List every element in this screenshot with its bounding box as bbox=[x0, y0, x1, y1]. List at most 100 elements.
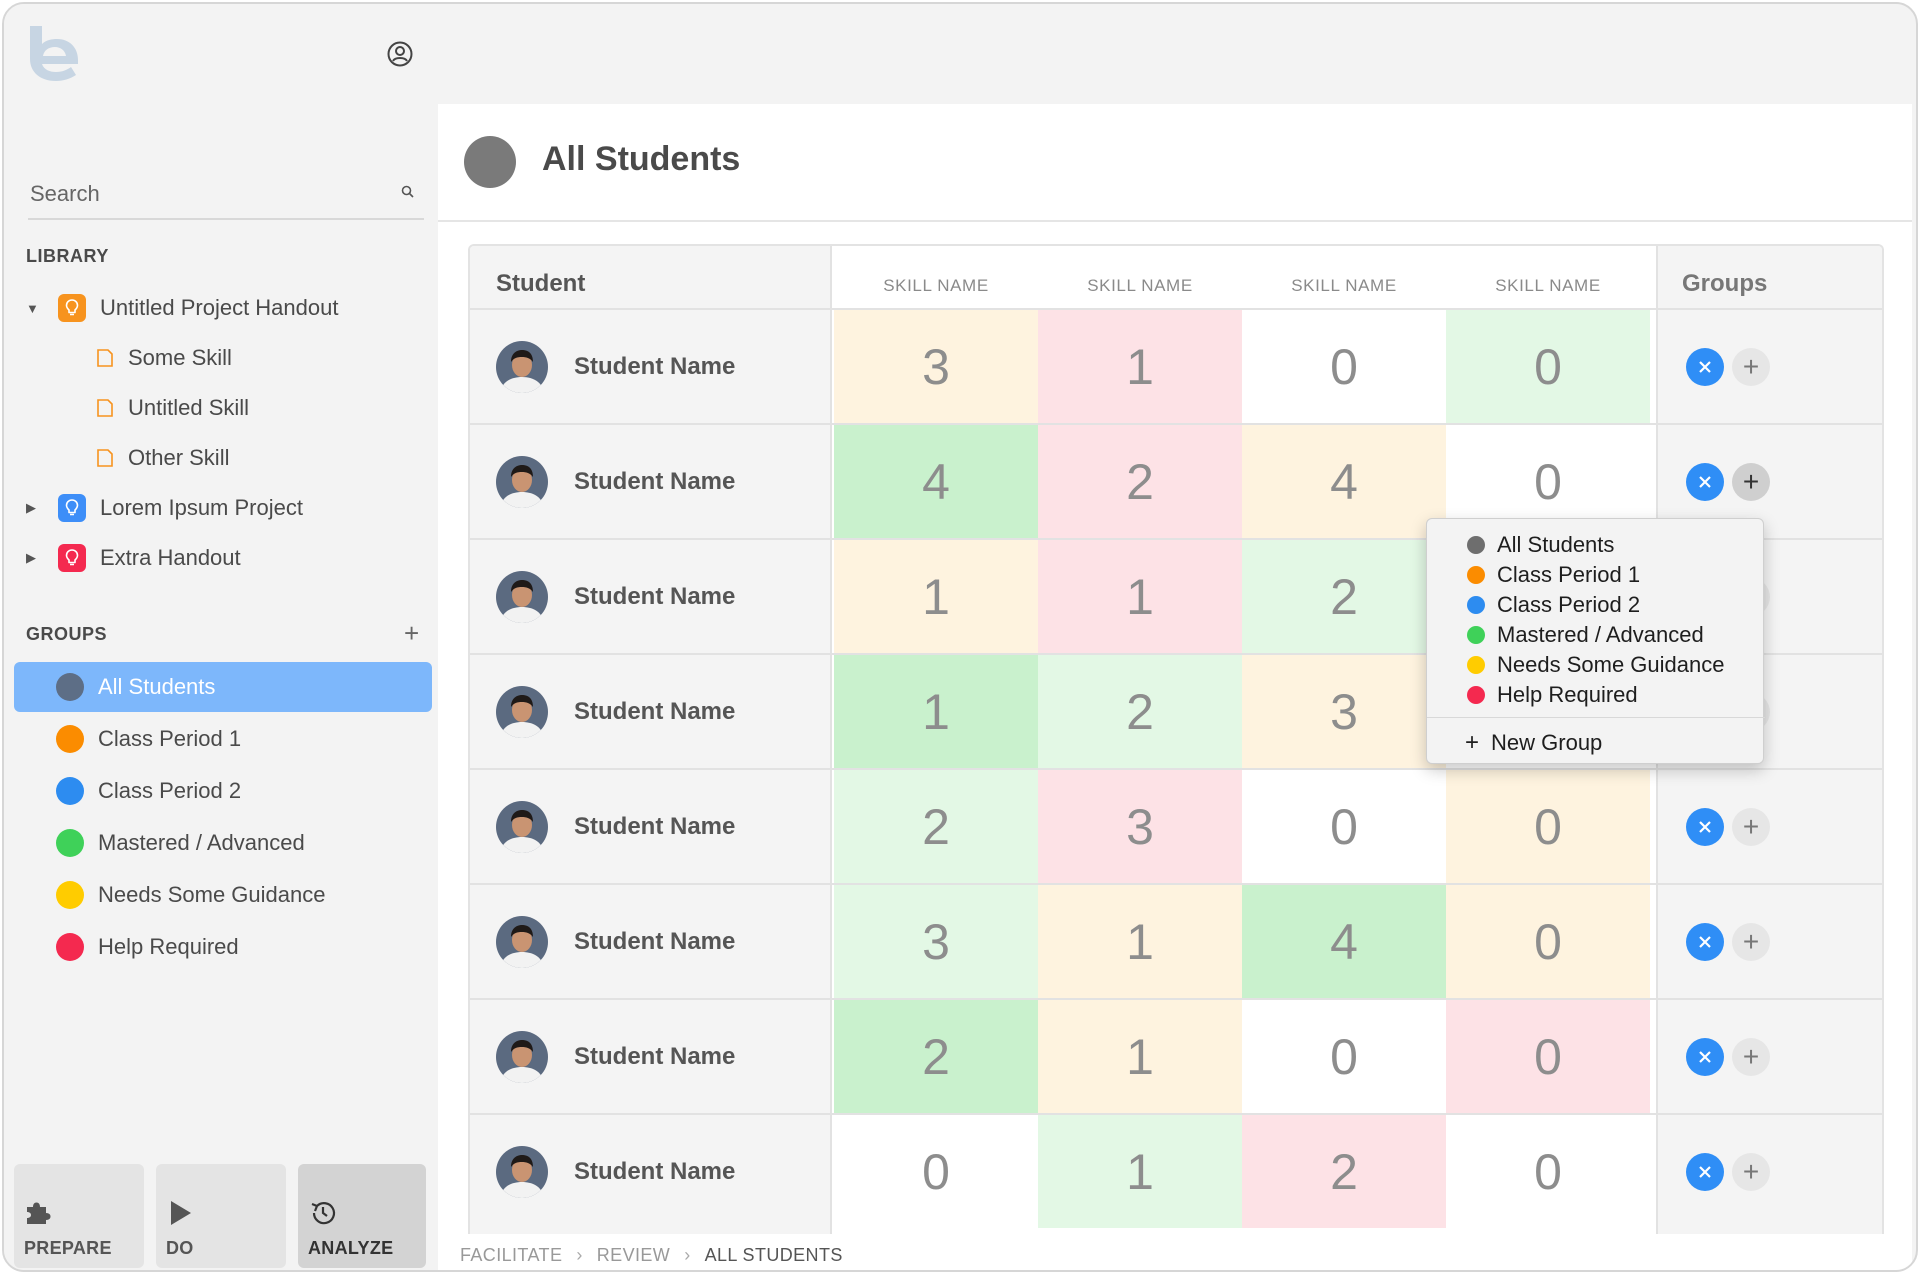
add-to-group-button[interactable]: + bbox=[1732, 1037, 1770, 1076]
skill-column-header[interactable]: SKILL NAME bbox=[1087, 276, 1193, 295]
score-cell[interactable]: 1 bbox=[1038, 310, 1242, 423]
row-divider bbox=[470, 653, 1882, 655]
table-row-student[interactable]: Student Name bbox=[496, 310, 735, 423]
skill-column-header[interactable]: SKILL NAME bbox=[883, 276, 989, 295]
score-cell[interactable]: 3 bbox=[834, 885, 1038, 998]
group-color-dot bbox=[1467, 656, 1485, 674]
row-divider bbox=[470, 1113, 1882, 1115]
score-cell[interactable]: 3 bbox=[1242, 655, 1446, 768]
score-cell[interactable]: 2 bbox=[1038, 655, 1242, 768]
document-icon bbox=[97, 449, 113, 467]
score-cell[interactable]: 3 bbox=[834, 310, 1038, 423]
table-row-student[interactable]: Student Name bbox=[496, 425, 735, 538]
remove-from-group-button[interactable] bbox=[1686, 807, 1724, 846]
student-column-header[interactable]: Student bbox=[496, 270, 586, 297]
add-to-group-button[interactable]: + bbox=[1732, 462, 1770, 501]
score-cell[interactable]: 0 bbox=[1242, 1000, 1446, 1113]
add-to-group-button[interactable]: + bbox=[1732, 922, 1770, 961]
score-cell[interactable]: 2 bbox=[1242, 540, 1446, 653]
score-cell[interactable]: 2 bbox=[834, 770, 1038, 883]
score-cell[interactable]: 0 bbox=[1242, 770, 1446, 883]
score-cell[interactable]: 4 bbox=[1242, 885, 1446, 998]
tab-prepare[interactable]: PREPARE bbox=[14, 1164, 144, 1268]
skill-item[interactable]: Other Skill bbox=[96, 440, 229, 476]
score-cell[interactable]: 1 bbox=[1038, 540, 1242, 653]
library-item-label: Untitled Project Handout bbox=[100, 295, 339, 320]
score-cell[interactable]: 0 bbox=[1446, 770, 1650, 883]
skill-item[interactable]: Untitled Skill bbox=[96, 390, 249, 426]
add-to-group-button[interactable]: + bbox=[1732, 1152, 1770, 1191]
group-buttons: + bbox=[1686, 1115, 1770, 1228]
library-item-project-1[interactable]: ▼ Untitled Project Handout bbox=[26, 290, 338, 326]
score-cell[interactable]: 2 bbox=[1242, 1115, 1446, 1228]
score-cell[interactable]: 0 bbox=[1446, 310, 1650, 423]
tab-do[interactable]: DO bbox=[156, 1164, 286, 1268]
score-cell[interactable]: 0 bbox=[1242, 310, 1446, 423]
score-cell[interactable]: 1 bbox=[1038, 1000, 1242, 1113]
table-row-student[interactable]: Student Name bbox=[496, 770, 735, 883]
menu-item-class-period-1[interactable]: Class Period 1 bbox=[1467, 561, 1640, 589]
remove-from-group-button[interactable] bbox=[1686, 462, 1724, 501]
group-item-all-students[interactable]: All Students bbox=[14, 662, 432, 712]
group-item-mastered-advanced[interactable]: Mastered / Advanced bbox=[14, 818, 432, 868]
breadcrumb-item-review[interactable]: REVIEW bbox=[596, 1244, 671, 1265]
row-divider bbox=[470, 768, 1882, 770]
menu-item-mastered-advanced[interactable]: Mastered / Advanced bbox=[1467, 621, 1704, 649]
group-item-class-period-1[interactable]: Class Period 1 bbox=[14, 714, 432, 764]
skill-column-header[interactable]: SKILL NAME bbox=[1291, 276, 1397, 295]
menu-item-all-students[interactable]: All Students bbox=[1467, 531, 1614, 559]
group-item-class-period-2[interactable]: Class Period 2 bbox=[14, 766, 432, 816]
score-cell[interactable]: 3 bbox=[1038, 770, 1242, 883]
menu-item-class-period-2[interactable]: Class Period 2 bbox=[1467, 591, 1640, 619]
table-row-student[interactable]: Student Name bbox=[496, 1000, 735, 1113]
skill-column-header[interactable]: SKILL NAME bbox=[1495, 276, 1601, 295]
remove-from-group-button[interactable] bbox=[1686, 1152, 1724, 1191]
skill-label: Untitled Skill bbox=[128, 395, 250, 420]
collapsed-triangle-icon[interactable]: ▶ bbox=[26, 550, 36, 565]
score-cell[interactable]: 1 bbox=[834, 655, 1038, 768]
menu-item-label: All Students bbox=[1497, 532, 1615, 557]
collapsed-triangle-icon[interactable]: ▶ bbox=[26, 500, 36, 515]
score-cell[interactable]: 1 bbox=[1038, 1115, 1242, 1228]
add-to-group-button[interactable]: + bbox=[1732, 807, 1770, 846]
menu-item-help-required[interactable]: Help Required bbox=[1467, 681, 1638, 709]
score-cell[interactable]: 2 bbox=[834, 1000, 1038, 1113]
library-item-project-3[interactable]: ▶ Extra Handout bbox=[26, 540, 241, 576]
group-item-help-required[interactable]: Help Required bbox=[14, 922, 432, 972]
breadcrumb-item-facilitate[interactable]: FACILITATE bbox=[460, 1244, 563, 1265]
group-item-needs-guidance[interactable]: Needs Some Guidance bbox=[14, 870, 432, 920]
library-item-project-2[interactable]: ▶ Lorem Ipsum Project bbox=[26, 490, 303, 526]
group-buttons: + bbox=[1686, 1000, 1770, 1113]
score-cell[interactable]: 4 bbox=[1242, 425, 1446, 538]
search-input[interactable] bbox=[28, 174, 368, 214]
score-cell[interactable]: 4 bbox=[834, 425, 1038, 538]
skill-item[interactable]: Some Skill bbox=[96, 340, 232, 376]
score-cell[interactable]: 1 bbox=[1038, 885, 1242, 998]
close-icon bbox=[1699, 935, 1711, 948]
search-icon[interactable] bbox=[400, 184, 416, 200]
remove-from-group-button[interactable] bbox=[1686, 1037, 1724, 1076]
table-row-student[interactable]: Student Name bbox=[496, 1115, 735, 1228]
table-row-student[interactable]: Student Name bbox=[496, 540, 735, 653]
remove-from-group-button[interactable] bbox=[1686, 347, 1724, 386]
group-color-dot bbox=[1467, 686, 1485, 704]
menu-item-new-group[interactable]: + New Group bbox=[1465, 729, 1602, 757]
add-group-button[interactable]: + bbox=[404, 618, 420, 648]
score-cell[interactable]: 0 bbox=[1446, 885, 1650, 998]
group-label: Needs Some Guidance bbox=[98, 882, 326, 907]
student-avatar bbox=[496, 455, 548, 508]
menu-item-needs-guidance[interactable]: Needs Some Guidance bbox=[1467, 651, 1724, 679]
score-cell[interactable]: 1 bbox=[834, 540, 1038, 653]
tab-analyze[interactable]: ANALYZE bbox=[298, 1164, 426, 1268]
user-account-icon[interactable] bbox=[386, 40, 414, 68]
table-row-student[interactable]: Student Name bbox=[496, 885, 735, 998]
table-row-student[interactable]: Student Name bbox=[496, 655, 735, 768]
score-cell[interactable]: 0 bbox=[834, 1115, 1038, 1228]
score-cell[interactable]: 0 bbox=[1446, 1115, 1650, 1228]
add-to-group-button[interactable]: + bbox=[1732, 347, 1770, 386]
app-logo-icon bbox=[30, 26, 78, 81]
score-cell[interactable]: 2 bbox=[1038, 425, 1242, 538]
expanded-triangle-icon[interactable]: ▼ bbox=[26, 300, 39, 316]
remove-from-group-button[interactable] bbox=[1686, 922, 1724, 961]
score-cell[interactable]: 0 bbox=[1446, 1000, 1650, 1113]
